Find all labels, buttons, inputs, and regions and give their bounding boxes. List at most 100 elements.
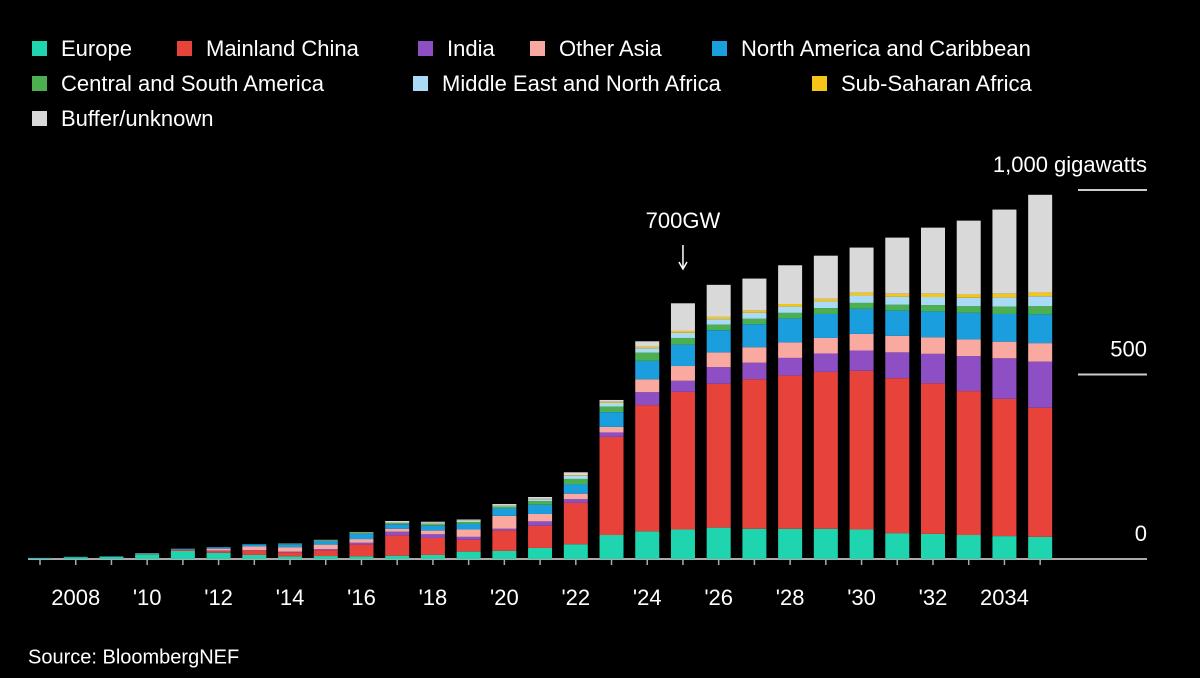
x-tick-label: '26 <box>704 585 733 610</box>
bar-segment <box>956 339 981 357</box>
bar-segment <box>135 554 160 559</box>
bar-segment <box>813 308 838 314</box>
bar-segment <box>599 436 624 536</box>
bar-segment <box>706 527 731 559</box>
x-tick-label: '28 <box>776 585 805 610</box>
bar-segment <box>706 352 731 368</box>
x-tick-label: '24 <box>633 585 662 610</box>
bar-segment <box>921 337 945 354</box>
bar-segment <box>992 313 1017 342</box>
bar-segment <box>706 330 731 353</box>
bar-segment <box>528 547 553 559</box>
bar-segment <box>921 227 945 294</box>
bar-segment <box>778 306 803 313</box>
bar-segment <box>563 499 588 503</box>
bar-segment <box>885 293 910 297</box>
bar-segment <box>385 524 410 529</box>
bar-segment <box>670 303 695 331</box>
legend-swatch <box>418 41 433 56</box>
legend-label: Other Asia <box>559 36 662 61</box>
bar-segment <box>885 533 910 559</box>
bar-segment <box>206 547 231 549</box>
bar-segment <box>778 357 803 376</box>
bar-segment <box>420 554 445 559</box>
bar-segment <box>278 547 303 552</box>
bar-segment <box>528 525 553 548</box>
bar-segment <box>242 550 267 555</box>
legend-label: Middle East and North Africa <box>442 71 722 96</box>
bar-segment <box>706 316 731 320</box>
bar-segment <box>885 296 910 305</box>
bar-segment <box>670 344 695 367</box>
legend-swatch <box>413 76 428 91</box>
legend-swatch <box>712 41 727 56</box>
bar-segment <box>563 544 588 559</box>
bar-segment <box>313 556 338 559</box>
bar-segment <box>778 304 803 307</box>
bar-segment <box>170 550 195 559</box>
bar-segment <box>778 312 803 319</box>
bar-segment <box>742 528 767 559</box>
bar-segment <box>849 295 874 303</box>
x-tick-label: '12 <box>204 585 233 610</box>
bar-segment <box>813 371 838 529</box>
bar-segment <box>313 550 338 557</box>
bar-segment <box>742 324 767 348</box>
bar-segment <box>635 346 660 349</box>
legend-label: India <box>447 36 495 61</box>
bar-segment <box>742 318 767 325</box>
bar-segment <box>528 504 553 514</box>
bar-segment <box>563 493 588 500</box>
bar-segment <box>778 375 803 529</box>
bar-segment <box>420 537 445 555</box>
legend-swatch <box>812 76 827 91</box>
legend-swatch <box>32 76 47 91</box>
bar-segment <box>385 531 410 536</box>
bar-segment <box>599 412 624 427</box>
bar-segment <box>849 350 874 371</box>
bar-segment <box>635 341 660 347</box>
bar-segment <box>670 380 695 392</box>
bar-segment <box>563 475 588 479</box>
bar-segment <box>921 533 945 559</box>
legend-label: Europe <box>61 36 132 61</box>
bar-segment <box>456 520 481 523</box>
bar-segment <box>420 525 445 531</box>
bar-segment <box>563 472 588 476</box>
bar-segment <box>921 297 945 306</box>
bar-segment <box>921 293 945 298</box>
legend-swatch <box>32 41 47 56</box>
x-tick-label: '10 <box>133 585 162 610</box>
bar-segment <box>992 341 1017 359</box>
bar-segment <box>635 392 660 406</box>
x-tick-label: 2008 <box>51 585 100 610</box>
y-tick-label: 0 <box>1135 521 1147 546</box>
bar-segment <box>670 391 695 530</box>
bar-segment <box>742 278 767 311</box>
bar-segment <box>599 432 624 437</box>
bar-segment <box>885 304 910 311</box>
bar-segment <box>278 544 303 548</box>
y-tick-label: 500 <box>1110 336 1147 361</box>
bar-segment <box>456 536 481 540</box>
bar-segment <box>492 506 517 509</box>
bar-segment <box>278 552 303 557</box>
bar-segment <box>1028 343 1053 362</box>
bar-segment <box>635 352 660 361</box>
bar-segment <box>349 542 374 545</box>
bar-segment <box>885 352 910 379</box>
bar-segment <box>849 370 874 530</box>
bar-segment <box>778 318 803 343</box>
y-tick-label: 1,000 gigawatts <box>993 152 1147 177</box>
bar-segment <box>742 310 767 313</box>
bar-segment <box>885 335 910 353</box>
bar-segment <box>528 521 553 526</box>
bar-segment <box>1028 194 1053 293</box>
bar-segment <box>635 531 660 559</box>
bar-segment <box>206 550 231 553</box>
legend-swatch <box>32 111 47 126</box>
bar-segment <box>170 548 195 550</box>
bar-segment <box>563 484 588 494</box>
